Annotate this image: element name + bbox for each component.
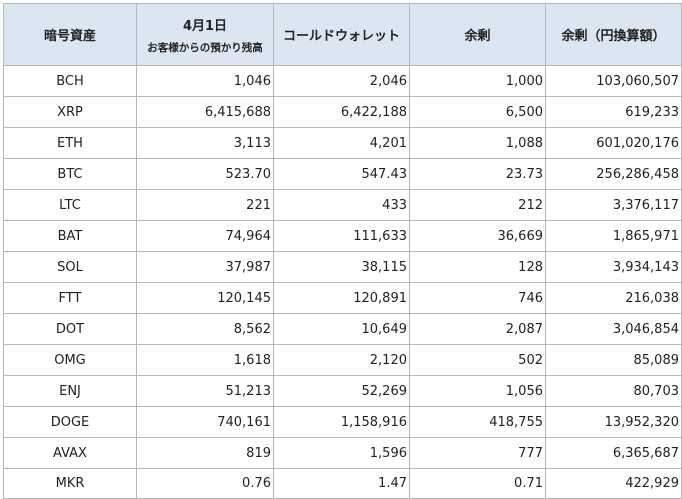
table-row: DOGE 740,161 1,158,916 418,755 13,952,320: [3, 406, 682, 438]
cell-customer-balance: 523.70: [136, 158, 274, 190]
table-header: 暗号資産 4月1日 お客様からの預かり残高 コールドウォレット 余剰 余剰（円換…: [3, 3, 682, 66]
cell-surplus: 2,087: [409, 313, 546, 345]
cell-cold-wallet: 52,269: [273, 375, 410, 407]
cell-customer-balance: 0.76: [136, 468, 274, 499]
cell-cold-wallet: 10,649: [273, 313, 410, 345]
header-surplus: 余剰: [409, 3, 546, 66]
header-row: 暗号資産 4月1日 お客様からの預かり残高 コールドウォレット 余剰 余剰（円換…: [3, 3, 682, 66]
table-row: AVAX 819 1,596 777 6,365,687: [3, 437, 682, 469]
cell-asset: ETH: [3, 127, 137, 159]
cell-surplus-jpy: 3,376,117: [545, 189, 682, 221]
cell-surplus: 212: [409, 189, 546, 221]
cell-surplus-jpy: 1,865,971: [545, 220, 682, 252]
cell-asset: LTC: [3, 189, 137, 221]
table-row: SOL 37,987 38,115 128 3,934,143: [3, 251, 682, 283]
cell-surplus-jpy: 13,952,320: [545, 406, 682, 438]
cell-surplus-jpy: 256,286,458: [545, 158, 682, 190]
cell-customer-balance: 74,964: [136, 220, 274, 252]
cell-cold-wallet: 4,201: [273, 127, 410, 159]
header-surplus-jpy: 余剰（円換算額）: [545, 3, 682, 66]
cell-surplus-jpy: 3,046,854: [545, 313, 682, 345]
cell-cold-wallet: 1,596: [273, 437, 410, 469]
table-row: BTC 523.70 547.43 23.73 256,286,458: [3, 158, 682, 190]
cell-asset: SOL: [3, 251, 137, 283]
cell-cold-wallet: 2,120: [273, 344, 410, 376]
cell-cold-wallet: 1.47: [273, 468, 410, 499]
cell-asset: ENJ: [3, 375, 137, 407]
cell-asset: BAT: [3, 220, 137, 252]
cell-asset: AVAX: [3, 437, 137, 469]
cell-customer-balance: 819: [136, 437, 274, 469]
cell-cold-wallet: 120,891: [273, 282, 410, 314]
table-row: ETH 3,113 4,201 1,088 601,020,176: [3, 127, 682, 159]
table-row: BCH 1,046 2,046 1,000 103,060,507: [3, 65, 682, 97]
cell-customer-balance: 6,415,688: [136, 96, 274, 128]
cell-customer-balance: 3,113: [136, 127, 274, 159]
cell-cold-wallet: 2,046: [273, 65, 410, 97]
cell-asset: DOGE: [3, 406, 137, 438]
cell-surplus: 36,669: [409, 220, 546, 252]
table-row: MKR 0.76 1.47 0.71 422,929: [3, 468, 682, 499]
cell-surplus: 128: [409, 251, 546, 283]
cell-customer-balance: 8,562: [136, 313, 274, 345]
table-row: LTC 221 433 212 3,376,117: [3, 189, 682, 221]
cell-cold-wallet: 38,115: [273, 251, 410, 283]
cell-customer-balance: 1,046: [136, 65, 274, 97]
cell-surplus-jpy: 216,038: [545, 282, 682, 314]
cell-customer-balance: 1,618: [136, 344, 274, 376]
cell-surplus-jpy: 619,233: [545, 96, 682, 128]
table-row: OMG 1,618 2,120 502 85,089: [3, 344, 682, 376]
cell-surplus: 1,056: [409, 375, 546, 407]
cell-surplus-jpy: 422,929: [545, 468, 682, 499]
table-row: XRP 6,415,688 6,422,188 6,500 619,233: [3, 96, 682, 128]
header-asset: 暗号資産: [3, 3, 137, 66]
cell-surplus: 418,755: [409, 406, 546, 438]
cell-cold-wallet: 6,422,188: [273, 96, 410, 128]
cell-cold-wallet: 111,633: [273, 220, 410, 252]
cell-surplus: 746: [409, 282, 546, 314]
cell-asset: BTC: [3, 158, 137, 190]
header-cold-wallet: コールドウォレット: [273, 3, 410, 66]
header-date: 4月1日: [182, 18, 228, 34]
cell-cold-wallet: 547.43: [273, 158, 410, 190]
cell-surplus: 0.71: [409, 468, 546, 499]
header-customer-balance: 4月1日 お客様からの預かり残高: [136, 3, 274, 66]
table-row: DOT 8,562 10,649 2,087 3,046,854: [3, 313, 682, 345]
cell-asset: BCH: [3, 65, 137, 97]
cell-customer-balance: 740,161: [136, 406, 274, 438]
cell-customer-balance: 120,145: [136, 282, 274, 314]
table-body: BCH 1,046 2,046 1,000 103,060,507 XRP 6,415,68…: [3, 65, 682, 499]
cell-asset: OMG: [3, 344, 137, 376]
cell-surplus: 1,088: [409, 127, 546, 159]
cell-cold-wallet: 1,158,916: [273, 406, 410, 438]
cell-customer-balance: 221: [136, 189, 274, 221]
cell-surplus-jpy: 3,934,143: [545, 251, 682, 283]
cell-asset: XRP: [3, 96, 137, 128]
cell-customer-balance: 51,213: [136, 375, 274, 407]
header-balance-label: お客様からの預かり残高: [147, 41, 263, 54]
table-row: BAT 74,964 111,633 36,669 1,865,971: [3, 220, 682, 252]
cell-asset: MKR: [3, 468, 137, 499]
cell-surplus-jpy: 80,703: [545, 375, 682, 407]
cell-surplus: 777: [409, 437, 546, 469]
cell-surplus: 23.73: [409, 158, 546, 190]
cell-surplus-jpy: 6,365,687: [545, 437, 682, 469]
cell-surplus-jpy: 103,060,507: [545, 65, 682, 97]
reserve-table-container: 暗号資産 4月1日 お客様からの預かり残高 コールドウォレット 余剰 余剰（円換…: [3, 3, 682, 499]
cell-surplus-jpy: 601,020,176: [545, 127, 682, 159]
table-row: FTT 120,145 120,891 746 216,038: [3, 282, 682, 314]
reserve-table: 暗号資産 4月1日 お客様からの預かり残高 コールドウォレット 余剰 余剰（円換…: [3, 3, 682, 499]
table-row: ENJ 51,213 52,269 1,056 80,703: [3, 375, 682, 407]
cell-surplus: 502: [409, 344, 546, 376]
cell-surplus: 6,500: [409, 96, 546, 128]
cell-asset: DOT: [3, 313, 137, 345]
cell-surplus-jpy: 85,089: [545, 344, 682, 376]
cell-cold-wallet: 433: [273, 189, 410, 221]
cell-surplus: 1,000: [409, 65, 546, 97]
cell-asset: FTT: [3, 282, 137, 314]
cell-customer-balance: 37,987: [136, 251, 274, 283]
